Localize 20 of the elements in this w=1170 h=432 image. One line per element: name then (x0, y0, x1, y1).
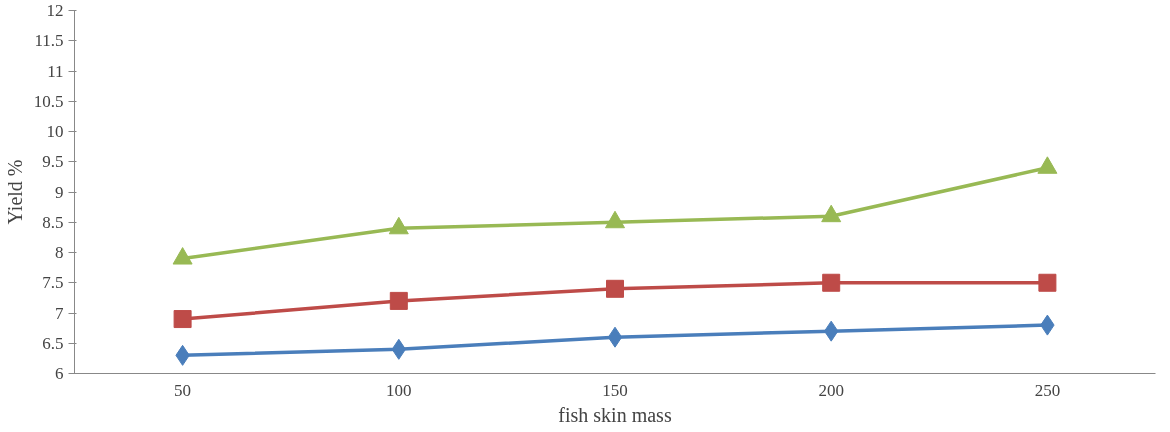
y-tick-label: 9.5 (42, 152, 64, 172)
y-tick-label: 6 (55, 364, 64, 383)
x-tick-label: 150 (602, 380, 628, 400)
y-tick-label: 11.5 (34, 31, 64, 51)
y-tick-label: 12 (46, 1, 64, 20)
y-tick-label: 8 (55, 243, 64, 262)
y-tick-label: 7.5 (42, 273, 64, 293)
y-tick-label: 7 (55, 303, 64, 323)
y-tick-label: 10 (46, 122, 64, 141)
x-tick-label: 100 (386, 380, 412, 400)
x-tick-label: 200 (818, 380, 844, 400)
x-axis-title: fish skin mass (558, 403, 672, 426)
x-tick-label: 250 (1034, 380, 1061, 400)
y-tick-label: 9 (55, 182, 64, 202)
y-axis-title: Yield % (3, 159, 26, 225)
y-tick-label: 11 (47, 61, 64, 81)
y-tick-label: 6.5 (42, 333, 64, 353)
y-tick-label: 8.5 (42, 212, 64, 232)
y-tick-label: 10.5 (33, 91, 64, 111)
x-tick-label: 50 (174, 380, 192, 400)
